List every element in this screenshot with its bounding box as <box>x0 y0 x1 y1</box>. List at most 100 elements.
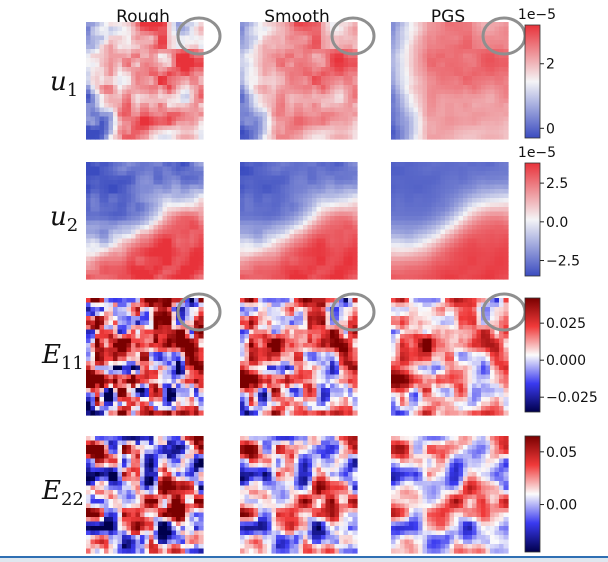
heatmap-cell <box>289 198 295 204</box>
heatmap-cell <box>122 338 128 344</box>
heatmap-cell <box>409 274 415 280</box>
heatmap-cell <box>144 85 150 91</box>
heatmap-cell <box>86 162 92 168</box>
heatmap-cell <box>294 67 300 73</box>
heatmap-cell <box>427 49 433 55</box>
heatmap-cell <box>436 207 442 213</box>
heatmap-cell <box>418 26 424 32</box>
heatmap-cell <box>280 307 286 313</box>
heatmap-cell <box>86 316 92 322</box>
heatmap-cell <box>490 94 496 100</box>
heatmap-cell <box>176 320 182 326</box>
heatmap-cell <box>240 22 246 28</box>
heatmap-cell <box>117 247 123 253</box>
heatmap-cell <box>162 298 168 304</box>
heatmap-cell <box>140 107 146 113</box>
heatmap-cell <box>334 256 340 262</box>
heatmap-cell <box>440 261 446 267</box>
heatmap-cell <box>422 193 428 199</box>
heatmap-cell <box>113 184 119 190</box>
heatmap-cell <box>104 274 110 280</box>
heatmap-cell <box>467 134 473 140</box>
heatmap-cell <box>285 193 291 199</box>
heatmap-cell <box>90 207 96 213</box>
heatmap-cell <box>352 243 358 249</box>
heatmap-cell <box>395 238 401 244</box>
heatmap-cell <box>131 49 137 55</box>
heatmap-cell <box>86 85 92 91</box>
heatmap-cell <box>436 166 442 172</box>
heatmap-cell <box>343 35 349 41</box>
heatmap-cell <box>113 207 119 213</box>
heatmap-cell <box>285 80 291 86</box>
heatmap-cell <box>454 94 460 100</box>
heatmap-cell <box>472 274 478 280</box>
heatmap-cell <box>108 53 114 59</box>
heatmap-cell <box>244 261 250 267</box>
heatmap-cell <box>316 334 322 340</box>
heatmap-cell <box>267 207 273 213</box>
heatmap-cell <box>476 270 482 276</box>
heatmap-cell <box>158 31 164 37</box>
heatmap-cell <box>271 35 277 41</box>
heatmap-cell <box>171 274 177 280</box>
heatmap-cell <box>289 134 295 140</box>
heatmap-cell <box>86 184 92 190</box>
heatmap-cell <box>303 298 309 304</box>
heatmap-cell <box>418 207 424 213</box>
heatmap-cell <box>343 311 349 317</box>
heatmap-cell <box>463 53 469 59</box>
heatmap-cell <box>454 207 460 213</box>
heatmap-cell <box>485 26 491 32</box>
heatmap-cell <box>271 189 277 195</box>
heatmap-cell <box>271 31 277 37</box>
heatmap-cell <box>476 225 482 231</box>
heatmap-cell <box>454 274 460 280</box>
heatmap-cell <box>312 49 318 55</box>
heatmap-cell <box>140 189 146 195</box>
heatmap-cell <box>258 220 264 226</box>
heatmap-cell <box>149 329 155 335</box>
heatmap-cell <box>153 311 159 317</box>
heatmap-cell <box>194 22 200 28</box>
heatmap-cell <box>149 216 155 222</box>
heatmap-cell <box>303 22 309 28</box>
heatmap-cell <box>95 216 101 222</box>
heatmap-cell <box>144 325 150 331</box>
heatmap-cell <box>418 67 424 73</box>
heatmap-cell <box>431 71 437 77</box>
heatmap-cell <box>249 238 255 244</box>
heatmap-cell <box>312 216 318 222</box>
heatmap-cell <box>276 243 282 249</box>
heatmap-cell <box>126 71 132 77</box>
heatmap-cell <box>140 365 146 371</box>
heatmap-cell <box>95 189 101 195</box>
heatmap-cell <box>409 166 415 172</box>
heatmap-cell <box>249 243 255 249</box>
heatmap-cell <box>418 193 424 199</box>
heatmap-cell <box>503 62 509 68</box>
heatmap-cell <box>153 216 159 222</box>
heatmap-cell <box>422 229 428 235</box>
heatmap-cell <box>271 243 277 249</box>
heatmap-cell <box>108 98 114 104</box>
heatmap-cell <box>104 26 110 32</box>
heatmap-panel-e11-rough <box>86 298 204 416</box>
heatmap-cell <box>413 193 419 199</box>
heatmap-cell <box>485 40 491 46</box>
heatmap-cell <box>454 270 460 276</box>
heatmap-cell <box>312 202 318 208</box>
heatmap-cell <box>86 229 92 235</box>
heatmap-cell <box>499 80 505 86</box>
heatmap-cell <box>400 116 406 122</box>
heatmap-cell <box>253 53 259 59</box>
heatmap-cell <box>271 225 277 231</box>
heatmap-cell <box>490 247 496 253</box>
heatmap-cell <box>490 216 496 222</box>
heatmap-cell <box>117 67 123 73</box>
heatmap-cell <box>485 71 491 77</box>
heatmap-cell <box>463 67 469 73</box>
heatmap-cell <box>99 270 105 276</box>
heatmap-cell <box>285 270 291 276</box>
heatmap-cell <box>467 58 473 64</box>
